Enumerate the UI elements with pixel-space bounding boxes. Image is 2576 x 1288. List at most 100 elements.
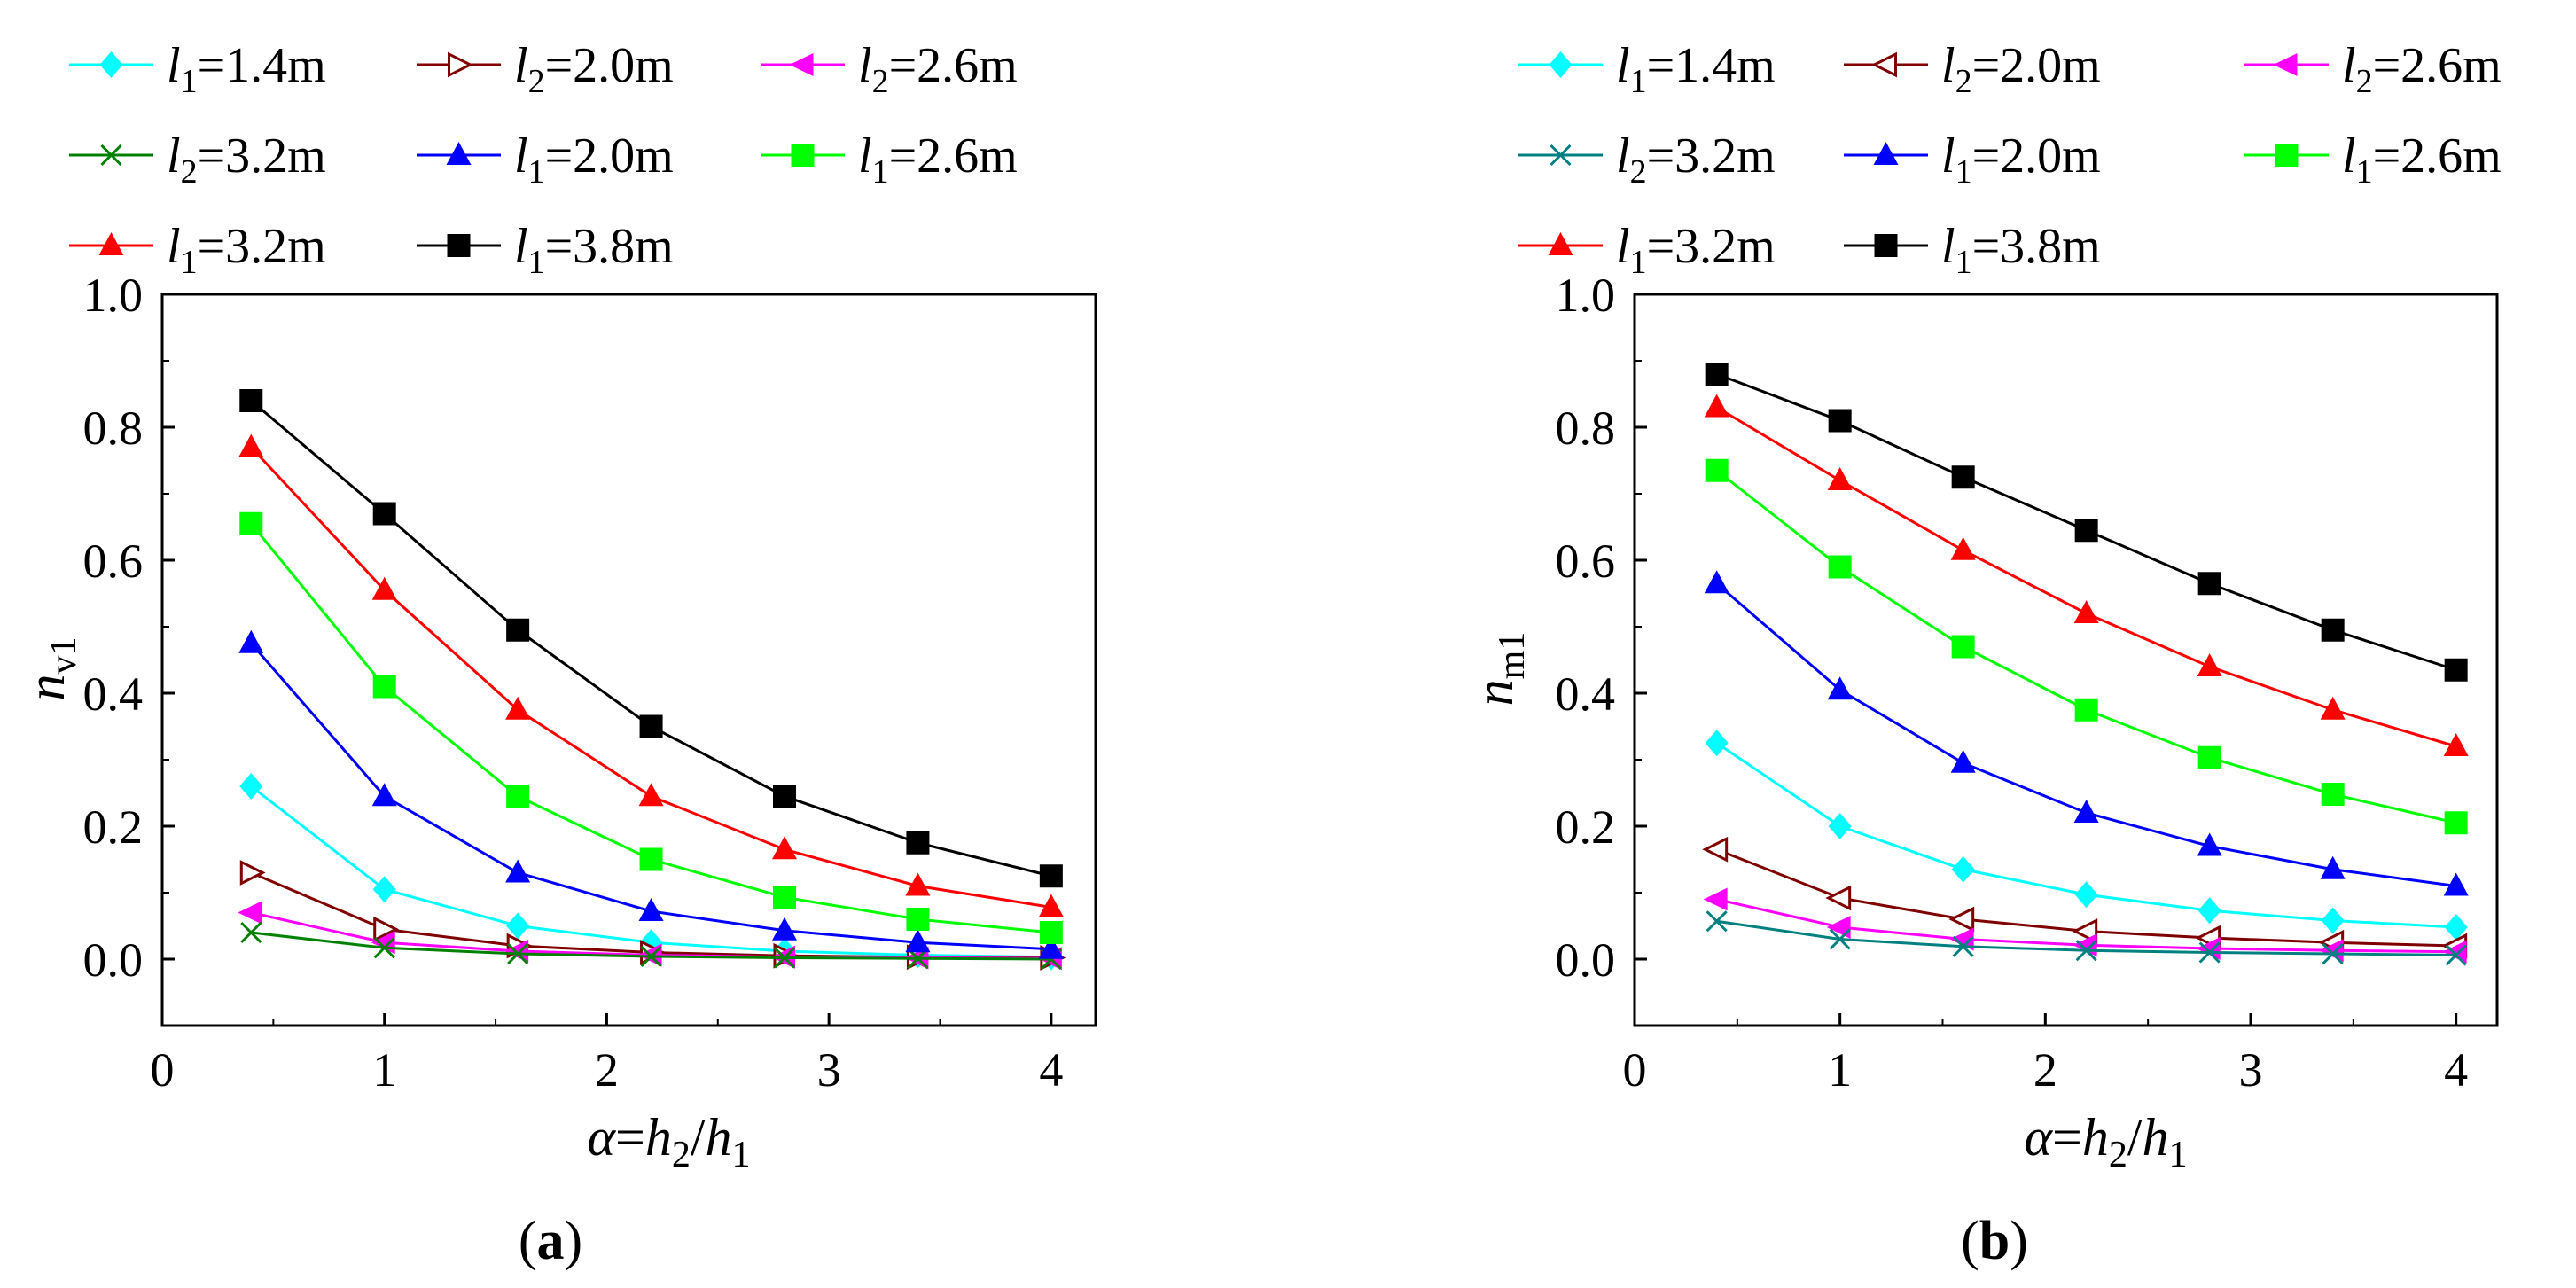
data-point: [2074, 881, 2098, 909]
x-tick-label: 0: [1623, 1043, 1647, 1097]
series: [1705, 363, 2468, 682]
data-point: [1951, 465, 1975, 489]
data-point: [1951, 635, 1975, 659]
data-point: [2321, 618, 2345, 642]
data-point: [372, 876, 396, 903]
y-tick-label: 0.8: [83, 402, 144, 455]
series-line: [250, 446, 1052, 909]
data-point: [2197, 897, 2221, 925]
legend-item: l2=2.6m: [2244, 38, 2502, 100]
x-axis: 0 1 2 3 4: [1623, 1013, 2468, 1097]
legend-label: l2=3.2m: [167, 129, 326, 191]
data-point: [506, 912, 530, 940]
legend-item: l2=2.0m: [417, 38, 674, 100]
y-tick-label: 0.2: [83, 800, 144, 854]
legend-marker: [2273, 53, 2298, 76]
data-point: [639, 847, 663, 871]
data-point: [505, 696, 531, 720]
legend-item: l1=2.0m: [417, 129, 674, 191]
data-point: [905, 929, 931, 953]
data-point: [772, 917, 797, 941]
data-point: [772, 836, 797, 860]
data-point: [2196, 937, 2221, 960]
y-tick-label: 0.6: [1556, 535, 1616, 588]
legend-label: l1=3.2m: [167, 219, 326, 281]
y-tick-label: 0.4: [83, 667, 144, 721]
data-point: [240, 921, 262, 944]
legend-marker: [1871, 51, 1897, 78]
series-group: [1702, 363, 2469, 966]
panel-label: (a): [519, 1211, 582, 1271]
data-point: [2197, 653, 2222, 676]
series-line: [1715, 406, 2457, 748]
data-point: [372, 675, 396, 699]
data-point: [1705, 730, 1729, 757]
data-point: [372, 502, 396, 526]
legend-marker: [1548, 232, 1573, 255]
legend-marker: [99, 51, 123, 78]
series: [1705, 458, 2468, 835]
data-point: [2197, 572, 2221, 596]
legend-label: l1=2.6m: [858, 129, 1018, 191]
data-point: [640, 945, 662, 968]
legend-item: l2=2.0m: [1844, 38, 2101, 100]
y-tick-label: 0.8: [1556, 402, 1616, 455]
data-point: [1704, 394, 1729, 418]
data-point: [2320, 855, 2346, 879]
legend-marker: [100, 144, 122, 167]
data-point: [1038, 894, 1064, 917]
data-point: [2444, 658, 2468, 682]
legend: l1=1.4m l2=2.0m l2=2.6m l2=3.2m l1=2.0m l1=2.…: [69, 38, 1018, 281]
legend-item: l1=2.0m: [1844, 129, 2101, 191]
legend-marker: [448, 51, 473, 78]
data-point: [2444, 811, 2468, 835]
data-point: [2073, 800, 2099, 823]
data-point: [1827, 676, 1853, 700]
series: [1703, 887, 2467, 964]
legend-item: l2=3.2m: [1518, 129, 1776, 191]
series: [1704, 570, 2469, 896]
data-point: [1827, 467, 1853, 490]
plot-frame: [160, 293, 1097, 1027]
legend-marker: [1549, 51, 1573, 78]
series: [1704, 394, 2469, 756]
legend-label: l2=2.0m: [514, 38, 674, 100]
data-point: [773, 947, 796, 969]
data-point: [2444, 914, 2468, 941]
data-point: [2074, 698, 2098, 722]
y-axis: 0.0 0.2 0.4 0.6 0.8 1.0: [83, 269, 175, 987]
data-point: [638, 783, 664, 807]
legend-marker: [446, 142, 472, 165]
legend-label: l1=3.2m: [1616, 219, 1776, 281]
data-point: [2321, 907, 2345, 934]
data-point: [371, 576, 397, 600]
legend-marker: [789, 53, 814, 76]
data-point: [1952, 935, 1974, 957]
data-point: [2320, 696, 2346, 720]
panel-b: l1=1.4m l2=2.0m l2=2.6m l2=3.2m l1=2.0m l1=2.…: [1465, 38, 2502, 1271]
legend-item: l1=2.6m: [761, 129, 1018, 191]
data-point: [906, 908, 930, 931]
data-point: [1702, 836, 1729, 863]
x-tick-label: 1: [372, 1043, 396, 1097]
legend-item: l2=3.2m: [69, 129, 326, 191]
legend-marker: [791, 144, 815, 167]
data-point: [1949, 927, 1974, 951]
data-point: [2073, 600, 2099, 623]
data-point: [1948, 906, 1975, 933]
data-point: [638, 898, 664, 921]
series: [1705, 730, 2468, 941]
x-tick-label: 2: [2033, 1043, 2057, 1097]
data-point: [1825, 885, 1852, 911]
data-point: [2443, 872, 2469, 896]
data-point: [1705, 458, 1729, 482]
series: [238, 433, 1064, 917]
data-point: [238, 901, 262, 925]
legend-item: l1=2.6m: [2244, 129, 2502, 191]
data-point: [2075, 940, 2097, 962]
data-point: [507, 942, 529, 965]
legend-item: l2=2.6m: [761, 38, 1018, 100]
data-point: [505, 859, 531, 883]
legend-marker: [1873, 142, 1899, 165]
